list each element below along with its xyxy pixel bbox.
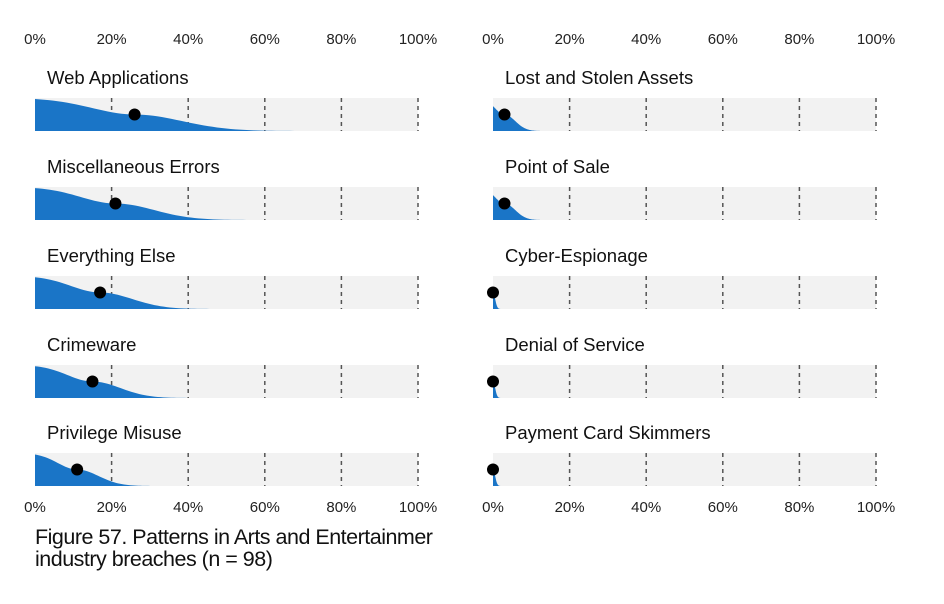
distribution-area-payment-card-skimmers [493, 469, 503, 486]
caption-line-1: Figure 57. Patterns in Arts and Entertai… [35, 525, 433, 549]
x-tick-label-bottom-right-3: 60% [708, 499, 738, 516]
track-point-of-sale [493, 187, 876, 220]
median-point-payment-card-skimmers [487, 463, 499, 476]
track-lost-and-stolen-assets [493, 98, 876, 131]
panel-title-lost-and-stolen-assets: Lost and Stolen Assets [505, 67, 693, 88]
x-tick-label-top-right-4: 80% [784, 31, 814, 48]
x-tick-label-bottom-right-5: 100% [857, 499, 895, 516]
median-point-point-of-sale [498, 197, 511, 210]
x-tick-label-bottom-right-0: 0% [482, 499, 504, 516]
x-tick-label-bottom-left-3: 60% [250, 499, 280, 516]
median-point-lost-and-stolen-assets [498, 108, 511, 121]
distribution-area-miscellaneous-errors [35, 188, 295, 220]
panel-title-payment-card-skimmers: Payment Card Skimmers [505, 422, 711, 443]
panel-title-miscellaneous-errors: Miscellaneous Errors [47, 156, 220, 177]
distribution-area-cyber-espionage [493, 292, 503, 309]
x-tick-label-bottom-right-1: 20% [555, 499, 585, 516]
x-tick-label-bottom-right-2: 40% [631, 499, 661, 516]
x-tick-label-bottom-left-0: 0% [24, 499, 46, 516]
x-tick-label-bottom-left-5: 100% [399, 499, 437, 516]
x-tick-label-top-right-3: 60% [708, 31, 738, 48]
median-point-denial-of-service [487, 375, 499, 388]
patterns-chart: 0% 20% 40% 60% 80% 100% 0% 20% 40% 60% 80% 100% 0% 20… [24, 31, 895, 516]
x-tick-label-top-left-2: 40% [173, 31, 203, 48]
distribution-area-privilege-misuse [35, 454, 177, 486]
x-tick-label-top-right-5: 100% [857, 31, 895, 48]
distribution-area-everything-else [35, 277, 250, 309]
x-tick-label-top-left-0: 0% [24, 31, 46, 48]
distribution-area-web-applications [35, 99, 354, 131]
distribution-area-point-of-sale [493, 195, 555, 220]
track-payment-card-skimmers [493, 453, 876, 486]
distribution-area-lost-and-stolen-assets [493, 106, 555, 131]
x-tick-label-top-left-3: 60% [250, 31, 280, 48]
x-tick-label-top-right-2: 40% [631, 31, 661, 48]
figure-caption: Figure 57. Patterns in Arts and Entertai… [35, 526, 495, 570]
panel-title-privilege-misuse: Privilege Misuse [47, 422, 182, 443]
median-point-miscellaneous-errors [109, 197, 122, 210]
panel-title-web-applications: Web Applications [47, 67, 189, 88]
median-point-web-applications [128, 108, 141, 121]
x-tick-label-bottom-left-4: 80% [326, 499, 356, 516]
panel-title-everything-else: Everything Else [47, 245, 176, 266]
median-point-everything-else [94, 286, 107, 299]
track-denial-of-service [493, 365, 876, 398]
x-tick-label-top-right-1: 20% [555, 31, 585, 48]
panel-title-denial-of-service: Denial of Service [505, 334, 645, 355]
median-point-cyber-espionage [487, 286, 499, 299]
panel-title-crimeware: Crimeware [47, 334, 136, 355]
distribution-area-denial-of-service [493, 381, 503, 398]
track-cyber-espionage [493, 276, 876, 309]
median-point-privilege-misuse [71, 463, 84, 476]
x-tick-label-top-left-4: 80% [326, 31, 356, 48]
x-tick-label-bottom-right-4: 80% [784, 499, 814, 516]
distribution-area-crimeware [35, 366, 222, 398]
x-tick-label-bottom-left-2: 40% [173, 499, 203, 516]
caption-line-2: industry breaches (n = 98) [35, 547, 273, 571]
median-point-crimeware [86, 375, 99, 388]
x-tick-label-top-left-5: 100% [399, 31, 437, 48]
x-tick-label-bottom-left-1: 20% [97, 499, 127, 516]
panel-title-cyber-espionage: Cyber-Espionage [505, 245, 648, 266]
x-tick-label-top-left-1: 20% [97, 31, 127, 48]
x-tick-label-top-right-0: 0% [482, 31, 504, 48]
panel-title-point-of-sale: Point of Sale [505, 156, 610, 177]
